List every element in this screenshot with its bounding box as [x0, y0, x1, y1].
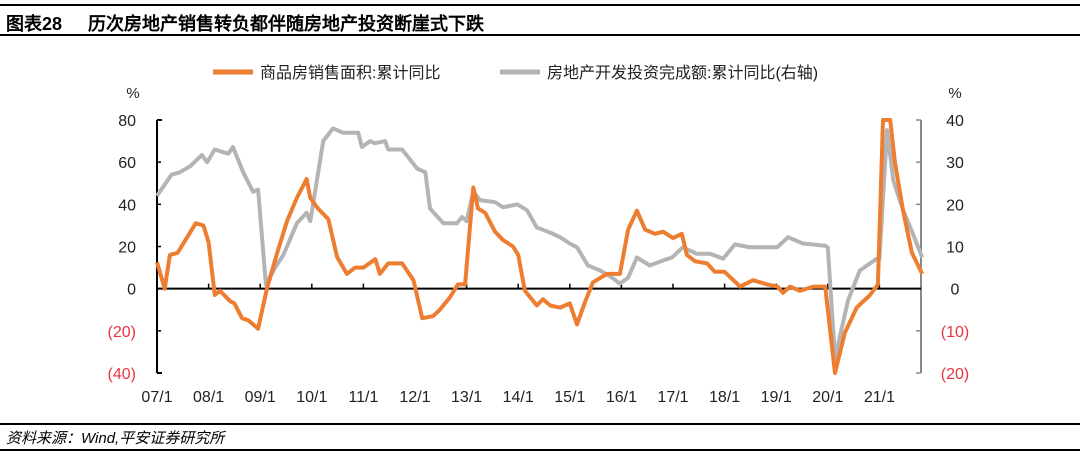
legend-label-invest: 房地产开发投资完成额:累计同比(右轴) — [547, 64, 818, 82]
right-tick-label: (10) — [941, 324, 969, 341]
left-tick-label: 20 — [118, 240, 136, 257]
x-tick-label: 11/1 — [348, 389, 378, 406]
x-tick-label: 16/1 — [606, 389, 637, 406]
top-rule — [0, 4, 1080, 6]
left-tick-label: (40) — [108, 366, 136, 383]
left-axis-unit: % — [126, 85, 139, 102]
right-tick-label: 20 — [946, 197, 964, 214]
left-tick-label: 0 — [127, 282, 136, 299]
left-tick-label: 80 — [118, 113, 136, 130]
x-tick-label: 09/1 — [245, 389, 276, 406]
left-tick-label: 40 — [118, 197, 136, 214]
left-tick-label: (20) — [108, 324, 136, 341]
right-axis-unit: % — [948, 85, 961, 102]
legend: 商品房销售面积:累计同比 房地产开发投资完成额:累计同比(右轴) — [213, 64, 818, 82]
x-tick-label: 15/1 — [554, 389, 585, 406]
figure-number: 图表28 — [6, 14, 63, 34]
x-tick-label: 07/1 — [141, 389, 172, 406]
x-tick-label: 20/1 — [812, 389, 843, 406]
x-tick-label: 10/1 — [296, 389, 327, 406]
left-tick-label: 60 — [118, 155, 136, 172]
x-tick-label: 14/1 — [503, 389, 534, 406]
x-tick-label: 19/1 — [761, 389, 792, 406]
title-rule — [0, 34, 1080, 36]
right-tick-label: 30 — [946, 155, 964, 172]
x-tick-label: 12/1 — [399, 389, 430, 406]
right-tick-label: 40 — [946, 113, 964, 130]
x-tick-label: 08/1 — [193, 389, 224, 406]
right-tick-label: (20) — [941, 366, 969, 383]
x-tick-label: 21/1 — [864, 389, 895, 406]
x-tick-label: 17/1 — [657, 389, 688, 406]
x-tick-label: 13/1 — [451, 389, 482, 406]
bottom-rule — [0, 449, 1080, 451]
source-note: 资料来源：Wind,平安证券研究所 — [6, 430, 225, 447]
footer-rule — [0, 423, 1080, 425]
right-tick-label: 0 — [951, 282, 960, 299]
figure-title: 图表28 历次房地产销售转负都伴随房地产投资断崖式下跌 — [6, 10, 510, 36]
figure-title-text: 历次房地产销售转负都伴随房地产投资断崖式下跌 — [88, 14, 485, 34]
series-line-sales — [155, 118, 924, 375]
x-tick-label: 18/1 — [709, 389, 740, 406]
right-tick-label: 10 — [946, 240, 964, 257]
series-line-invest — [155, 126, 925, 361]
legend-label-sales: 商品房销售面积:累计同比 — [260, 64, 440, 82]
